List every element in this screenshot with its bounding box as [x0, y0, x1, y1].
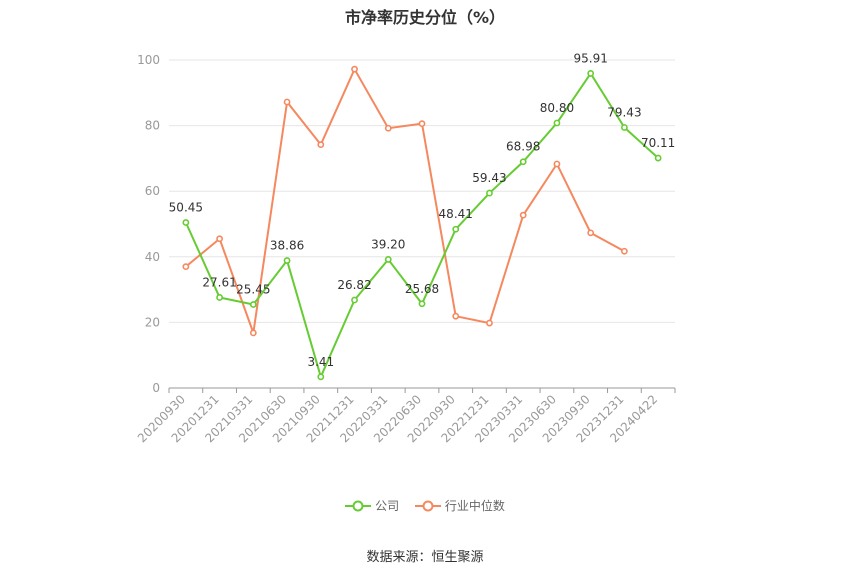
industry-data-point: [486, 319, 493, 327]
legend-marker-company: [345, 500, 372, 511]
industry-data-point: [587, 229, 595, 237]
company-data-point: [351, 296, 358, 304]
company-data-label: 25.45: [236, 283, 270, 297]
industry-data-point: [351, 65, 358, 73]
legend-label-company: 公司: [375, 499, 400, 513]
company-data-point: [182, 219, 190, 226]
industry-data-point: [519, 211, 527, 219]
industry-data-point: [216, 235, 223, 243]
company-data-label: 27.61: [202, 275, 236, 289]
company-data-label: 39.20: [371, 237, 405, 251]
company-data-label: 26.82: [337, 278, 371, 292]
y-tick-label: 20: [145, 315, 160, 329]
company-data-point: [519, 158, 527, 166]
company-data-label: 80.80: [540, 101, 574, 115]
chart-legend: 公司 行业中位数: [0, 497, 850, 515]
y-tick-label: 0: [152, 381, 160, 395]
industry-data-point: [317, 141, 325, 149]
y-tick-label: 60: [145, 184, 160, 198]
industry-data-point: [283, 98, 291, 106]
company-data-point: [384, 256, 392, 263]
legend-item-company[interactable]: 公司: [345, 497, 399, 514]
company-data-label: 95.91: [573, 51, 607, 65]
company-data-label: 25.68: [405, 282, 439, 296]
industry-data-point: [249, 329, 257, 337]
y-tick-label: 80: [145, 119, 160, 133]
company-data-label: 79.43: [607, 105, 641, 119]
y-tick-label: 40: [145, 250, 160, 264]
company-data-point: [587, 70, 595, 77]
company-data-point: [317, 373, 325, 381]
company-data-label: 68.98: [506, 140, 540, 154]
company-data-point: [486, 189, 493, 197]
company-data-label: 48.41: [439, 207, 473, 221]
company-data-label: 3.41: [307, 355, 334, 369]
industry-series-line: [185, 66, 625, 334]
company-data-point: [216, 294, 223, 301]
company-data-label: 70.11: [641, 136, 675, 150]
industry-data-point: [452, 312, 460, 320]
industry-data-point: [553, 160, 561, 168]
company-data-point: [654, 154, 662, 162]
company-data-point: [249, 301, 257, 308]
company-data-point: [553, 119, 561, 127]
legend-marker-industry: [414, 500, 441, 511]
company-data-label: 38.86: [270, 239, 304, 253]
industry-data-point: [384, 124, 392, 132]
legend-label-industry: 行业中位数: [444, 499, 505, 513]
company-data-point: [283, 257, 291, 264]
industry-data-point: [182, 263, 190, 271]
y-tick-label: 100: [137, 53, 160, 67]
company-data-point: [452, 225, 460, 233]
company-data-point: [418, 300, 426, 308]
industry-data-point: [418, 120, 426, 128]
industry-data-point: [621, 247, 628, 255]
company-data-label: 50.45: [169, 201, 203, 215]
company-data-label: 59.43: [472, 171, 506, 185]
data-source: 数据来源：恒生聚源: [366, 550, 484, 565]
company-data-point: [621, 124, 628, 131]
chart-title: 市净率历史分位（%）: [344, 8, 506, 27]
legend-item-industry[interactable]: 行业中位数: [414, 497, 505, 514]
